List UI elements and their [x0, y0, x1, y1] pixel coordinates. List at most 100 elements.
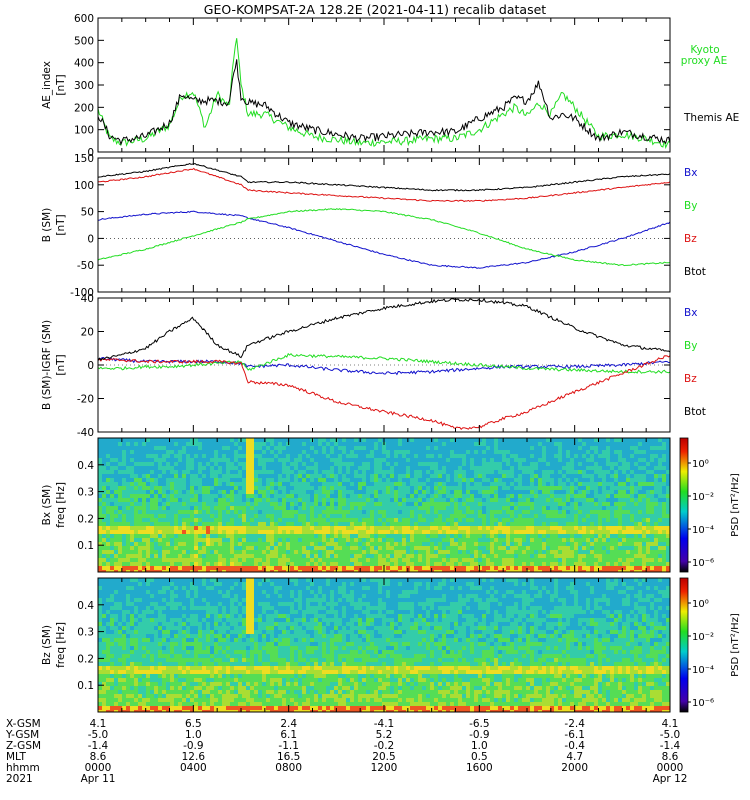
y-tick-label: 300 [74, 80, 94, 92]
y-tick-label: 150 [74, 153, 94, 165]
colorbar-label: PSD [nT²/Hz] [730, 473, 741, 537]
panel-2: -40 -20 0 20 40 Bx By Bz Btot B (SM)-IGRF (SM) [nT… [41, 293, 706, 439]
y-tick-label: -40 [77, 427, 94, 439]
ephemeris-cell: 16.5 [277, 751, 300, 763]
series-line-bz [97, 355, 671, 431]
ephemeris-cell: 12.6 [182, 751, 206, 763]
colorbar-tick-label: 10⁻² [692, 492, 714, 503]
series-line-by [97, 352, 671, 374]
colorbar-tick-label: 10⁻² [692, 632, 714, 643]
series-line-bx [97, 210, 671, 269]
panel-frame [97, 297, 671, 433]
y-tick-label: 0.2 [77, 653, 94, 665]
y-tick-label: 0.2 [77, 513, 94, 525]
panel-frame [97, 157, 671, 293]
y-tick-label: 100 [74, 180, 94, 192]
ephemeris-cell: Apr 11 [81, 773, 116, 785]
legend-bx: Bx [684, 167, 697, 179]
y-tick-label: 0 [87, 360, 94, 372]
ephemeris-cell: -5.0 [660, 729, 681, 741]
ephemeris-row-label: Y-GSM [5, 729, 39, 741]
y-tick-label: 400 [74, 58, 94, 70]
legend-kyoto: Kyoto [690, 44, 719, 56]
ephemeris-cell: 2000 [561, 762, 588, 774]
ephemeris-cell: -6.1 [564, 729, 585, 741]
y-tick-label: 0.1 [77, 540, 94, 552]
y-tick-label: 0.1 [77, 680, 94, 692]
series-line-kyoto-proxy-ae [97, 38, 671, 150]
ephemeris-cell: 2.4 [280, 718, 297, 730]
y-tick-label: 0.4 [77, 460, 94, 472]
colorbar-tick-label: 10⁻⁶ [692, 558, 714, 569]
ephemeris-cell: -1.1 [278, 740, 299, 752]
ephemeris-cell: -6.5 [469, 718, 490, 730]
y-tick-label: 0 [87, 233, 94, 245]
ephemeris-cell: 0.5 [471, 751, 488, 763]
y-tick-label: -50 [77, 260, 94, 272]
ephemeris-cell: 6.1 [280, 729, 297, 741]
spectrogram [98, 438, 670, 572]
legend-by: By [684, 200, 697, 212]
legend-proxy-ae: proxy AE [681, 55, 727, 67]
y-tick-label: 200 [74, 102, 94, 114]
colorbar-tick-label: 10⁻⁶ [692, 698, 714, 709]
ephemeris-cell: 0000 [657, 762, 684, 774]
ephemeris-cell: -2.4 [564, 718, 585, 730]
y-tick-label: -100 [70, 287, 94, 299]
panel-1: -100 -50 0 50 100 150 Bx By Bz Btot B (SM) [nT] [41, 153, 706, 299]
y-tick-label: 0 [87, 147, 94, 159]
ephemeris-cell: 1200 [371, 762, 398, 774]
ephemeris-row-label: MLT [6, 751, 26, 763]
ephemeris-cell: -1.4 [660, 740, 681, 752]
legend-btot: Btot [684, 406, 706, 418]
ephemeris-row-label: Z-GSM [6, 740, 41, 752]
y-axis-unit: freq [Hz] [55, 622, 67, 668]
y-axis-unit: [nT] [55, 74, 67, 95]
ephemeris-cell: 1.0 [185, 729, 202, 741]
ephemeris-cell: -4.1 [374, 718, 395, 730]
ephemeris-cell: 6.5 [185, 718, 202, 730]
spectrogram [98, 578, 670, 712]
series-line-bx [97, 356, 671, 376]
series-line-btot [97, 297, 671, 361]
y-tick-label: 20 [81, 327, 94, 339]
ephemeris-cell: -5.0 [88, 729, 109, 741]
y-axis-label: Bz (SM) [41, 625, 53, 665]
y-axis-label: AE_index [41, 61, 53, 109]
ephemeris-cell: -0.2 [374, 740, 395, 752]
ephemeris-cell: 20.5 [372, 751, 395, 763]
y-axis-unit: [nT] [55, 354, 67, 375]
ephemeris-cell: 1600 [466, 762, 493, 774]
legend-bz: Bz [684, 373, 697, 385]
colorbar-tick-label: 10⁰ [692, 459, 709, 470]
series-line-by [97, 208, 671, 267]
y-tick-label: 0.4 [77, 600, 94, 612]
ephemeris-cell: -0.9 [469, 729, 490, 741]
y-tick-label: -20 [77, 394, 94, 406]
colorbar-tick-label: 10⁰ [692, 599, 709, 610]
y-tick-label: 0.3 [77, 487, 94, 499]
y-axis-unit: freq [Hz] [55, 482, 67, 528]
ephemeris-cell: -1.4 [88, 740, 109, 752]
y-tick-label: 500 [74, 35, 94, 47]
ephemeris-row-label: X-GSM [6, 718, 41, 730]
y-tick-label: 100 [74, 125, 94, 137]
colorbar-label: PSD [nT²/Hz] [730, 613, 741, 677]
legend-bx: Bx [684, 307, 697, 319]
ephemeris-cell: 1.0 [471, 740, 488, 752]
y-axis-unit: [nT] [55, 214, 67, 235]
panel-3: 0.1 0.2 0.3 0.4 10⁰ 10⁻² 10⁻⁴ 10⁻⁶ PSD [nT²/Hz] B… [41, 437, 741, 573]
y-axis-label: Bx (SM) [41, 485, 53, 526]
colorbar [679, 437, 689, 573]
panel-frame [97, 17, 671, 153]
ephemeris-cell: 5.2 [376, 729, 393, 741]
ephemeris-cell: -0.4 [564, 740, 585, 752]
ephemeris-cell: 4.7 [566, 751, 583, 763]
legend-bz: Bz [684, 233, 697, 245]
legend-themis-ae: Themis AE [683, 112, 739, 124]
y-axis-label: B (SM) [41, 208, 53, 242]
colorbar-tick-label: 10⁻⁴ [692, 665, 714, 676]
legend-by: By [684, 340, 697, 352]
ephemeris-row-label: 2021 [6, 773, 33, 785]
ephemeris-cell: 8.6 [90, 751, 107, 763]
